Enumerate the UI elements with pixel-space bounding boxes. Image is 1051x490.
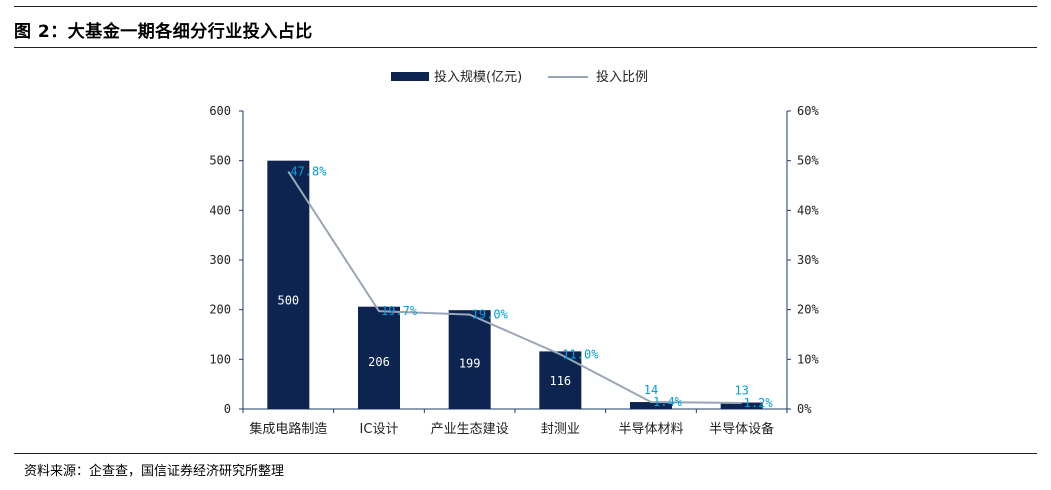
percent-label: 19.0%	[472, 308, 509, 322]
bar-半导体设备	[720, 402, 763, 409]
y-right-tick-label: 50%	[797, 154, 819, 168]
legend-bar-swatch	[391, 72, 429, 81]
legend-line-label: 投入比例	[596, 69, 648, 85]
x-tick-label: IC设计	[360, 422, 399, 437]
percent-label: 47.8%	[290, 165, 327, 179]
y-right-tick-label: 10%	[797, 352, 819, 366]
y-right-tick-label: 0%	[797, 402, 812, 416]
bar-value-label: 199	[459, 356, 481, 370]
bar-产业生态建设	[448, 310, 491, 409]
bar-IC设计	[358, 306, 400, 409]
ratio-line	[287, 171, 742, 405]
bar-集成电路制造	[267, 160, 310, 409]
percent-label: 19.7%	[381, 304, 418, 318]
y-left-tick-label: 300	[209, 253, 231, 267]
y-right-tick-label: 40%	[797, 203, 819, 217]
y-left-tick-label: 500	[209, 154, 231, 168]
y-left-tick-label: 400	[209, 203, 231, 217]
percent-label: 1.2%	[744, 396, 774, 410]
y-left-tick-label: 200	[209, 303, 231, 317]
bar-value-label: 13	[734, 384, 748, 398]
figure-title: 图 2：大基金一期各细分行业投入占比	[14, 22, 313, 42]
legend-bar-label: 投入规模(亿元)	[434, 69, 522, 85]
percent-label: 11.0%	[562, 347, 599, 361]
bar-value-label: 116	[549, 374, 571, 388]
x-tick-label: 封测业	[541, 422, 580, 437]
bar-半导体材料	[630, 402, 672, 409]
y-right-tick-label: 30%	[797, 253, 819, 267]
bar-value-label: 500	[277, 294, 299, 308]
percent-label: 1.4%	[653, 395, 683, 409]
x-tick-label: 半导体材料	[618, 422, 683, 437]
bar-value-label: 14	[644, 383, 658, 397]
title-bar	[14, 6, 1037, 48]
footer-divider	[14, 453, 1037, 454]
x-tick-label: 半导体设备	[709, 421, 774, 437]
y-left-tick-label: 0	[224, 402, 231, 416]
y-right-tick-label: 60%	[797, 104, 819, 118]
bar-value-label: 206	[368, 355, 390, 369]
x-tick-label: 产业生态建设	[431, 422, 509, 437]
y-left-tick-label: 600	[209, 104, 231, 118]
y-left-tick-label: 100	[209, 352, 231, 366]
source-note: 资料来源：企查查，国信证券经济研究所整理	[24, 464, 285, 479]
x-tick-label: 集成电路制造	[249, 421, 327, 437]
y-right-tick-label: 20%	[797, 303, 819, 317]
